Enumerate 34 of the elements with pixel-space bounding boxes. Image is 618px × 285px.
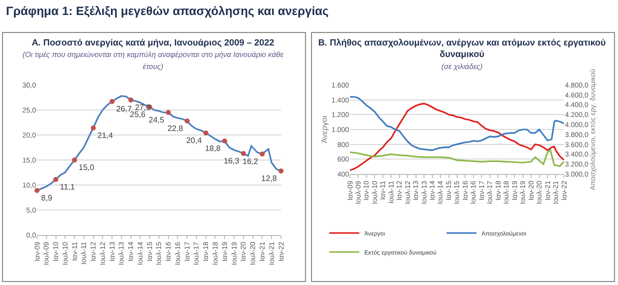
data-label: 12,8 <box>261 174 278 184</box>
point <box>222 138 228 144</box>
point <box>110 99 115 104</box>
point <box>53 177 58 182</box>
data-label: 20,4 <box>186 136 202 146</box>
point <box>128 98 134 102</box>
chart-title: Α. Ποσοστό ανεργίας κατά μήνα, Ιανουάριος 2009 – 2022 <box>32 38 274 48</box>
data-label: 16,2 <box>242 157 259 166</box>
point <box>278 168 284 174</box>
data-label: 27,0 <box>134 103 152 112</box>
data-label: 11,1 <box>60 182 76 192</box>
data-label: 18,8 <box>204 144 222 154</box>
y-axis-title: Άνεργοι <box>320 116 330 144</box>
line-series <box>350 102 564 172</box>
point <box>184 118 190 124</box>
data-label: 22,8 <box>167 124 184 134</box>
data-label: 21,4 <box>97 131 114 140</box>
point <box>34 188 40 193</box>
point <box>240 151 246 156</box>
point <box>203 130 208 136</box>
point <box>260 152 265 156</box>
line-series <box>350 148 564 167</box>
point <box>90 126 96 130</box>
data-label: 8,9 <box>41 194 53 203</box>
data-label: 16,3 <box>224 156 240 166</box>
point <box>166 110 171 115</box>
data-label: 24,5 <box>148 116 165 125</box>
text: Γράφημα 1: Εξέλιξη μεγεθών απασχόλησης και ανεργίας <box>6 4 329 18</box>
point <box>72 158 78 162</box>
data-label: 25,6 <box>130 110 146 120</box>
data-label: 26,7 <box>116 104 132 114</box>
chart-title: Β. Πλήθος απασχολουμένων, ανέργων και ατόμων εκτός εργατικού δυναμικού <box>318 38 606 60</box>
data-label: 15,0 <box>78 163 95 172</box>
line-series <box>350 96 564 152</box>
